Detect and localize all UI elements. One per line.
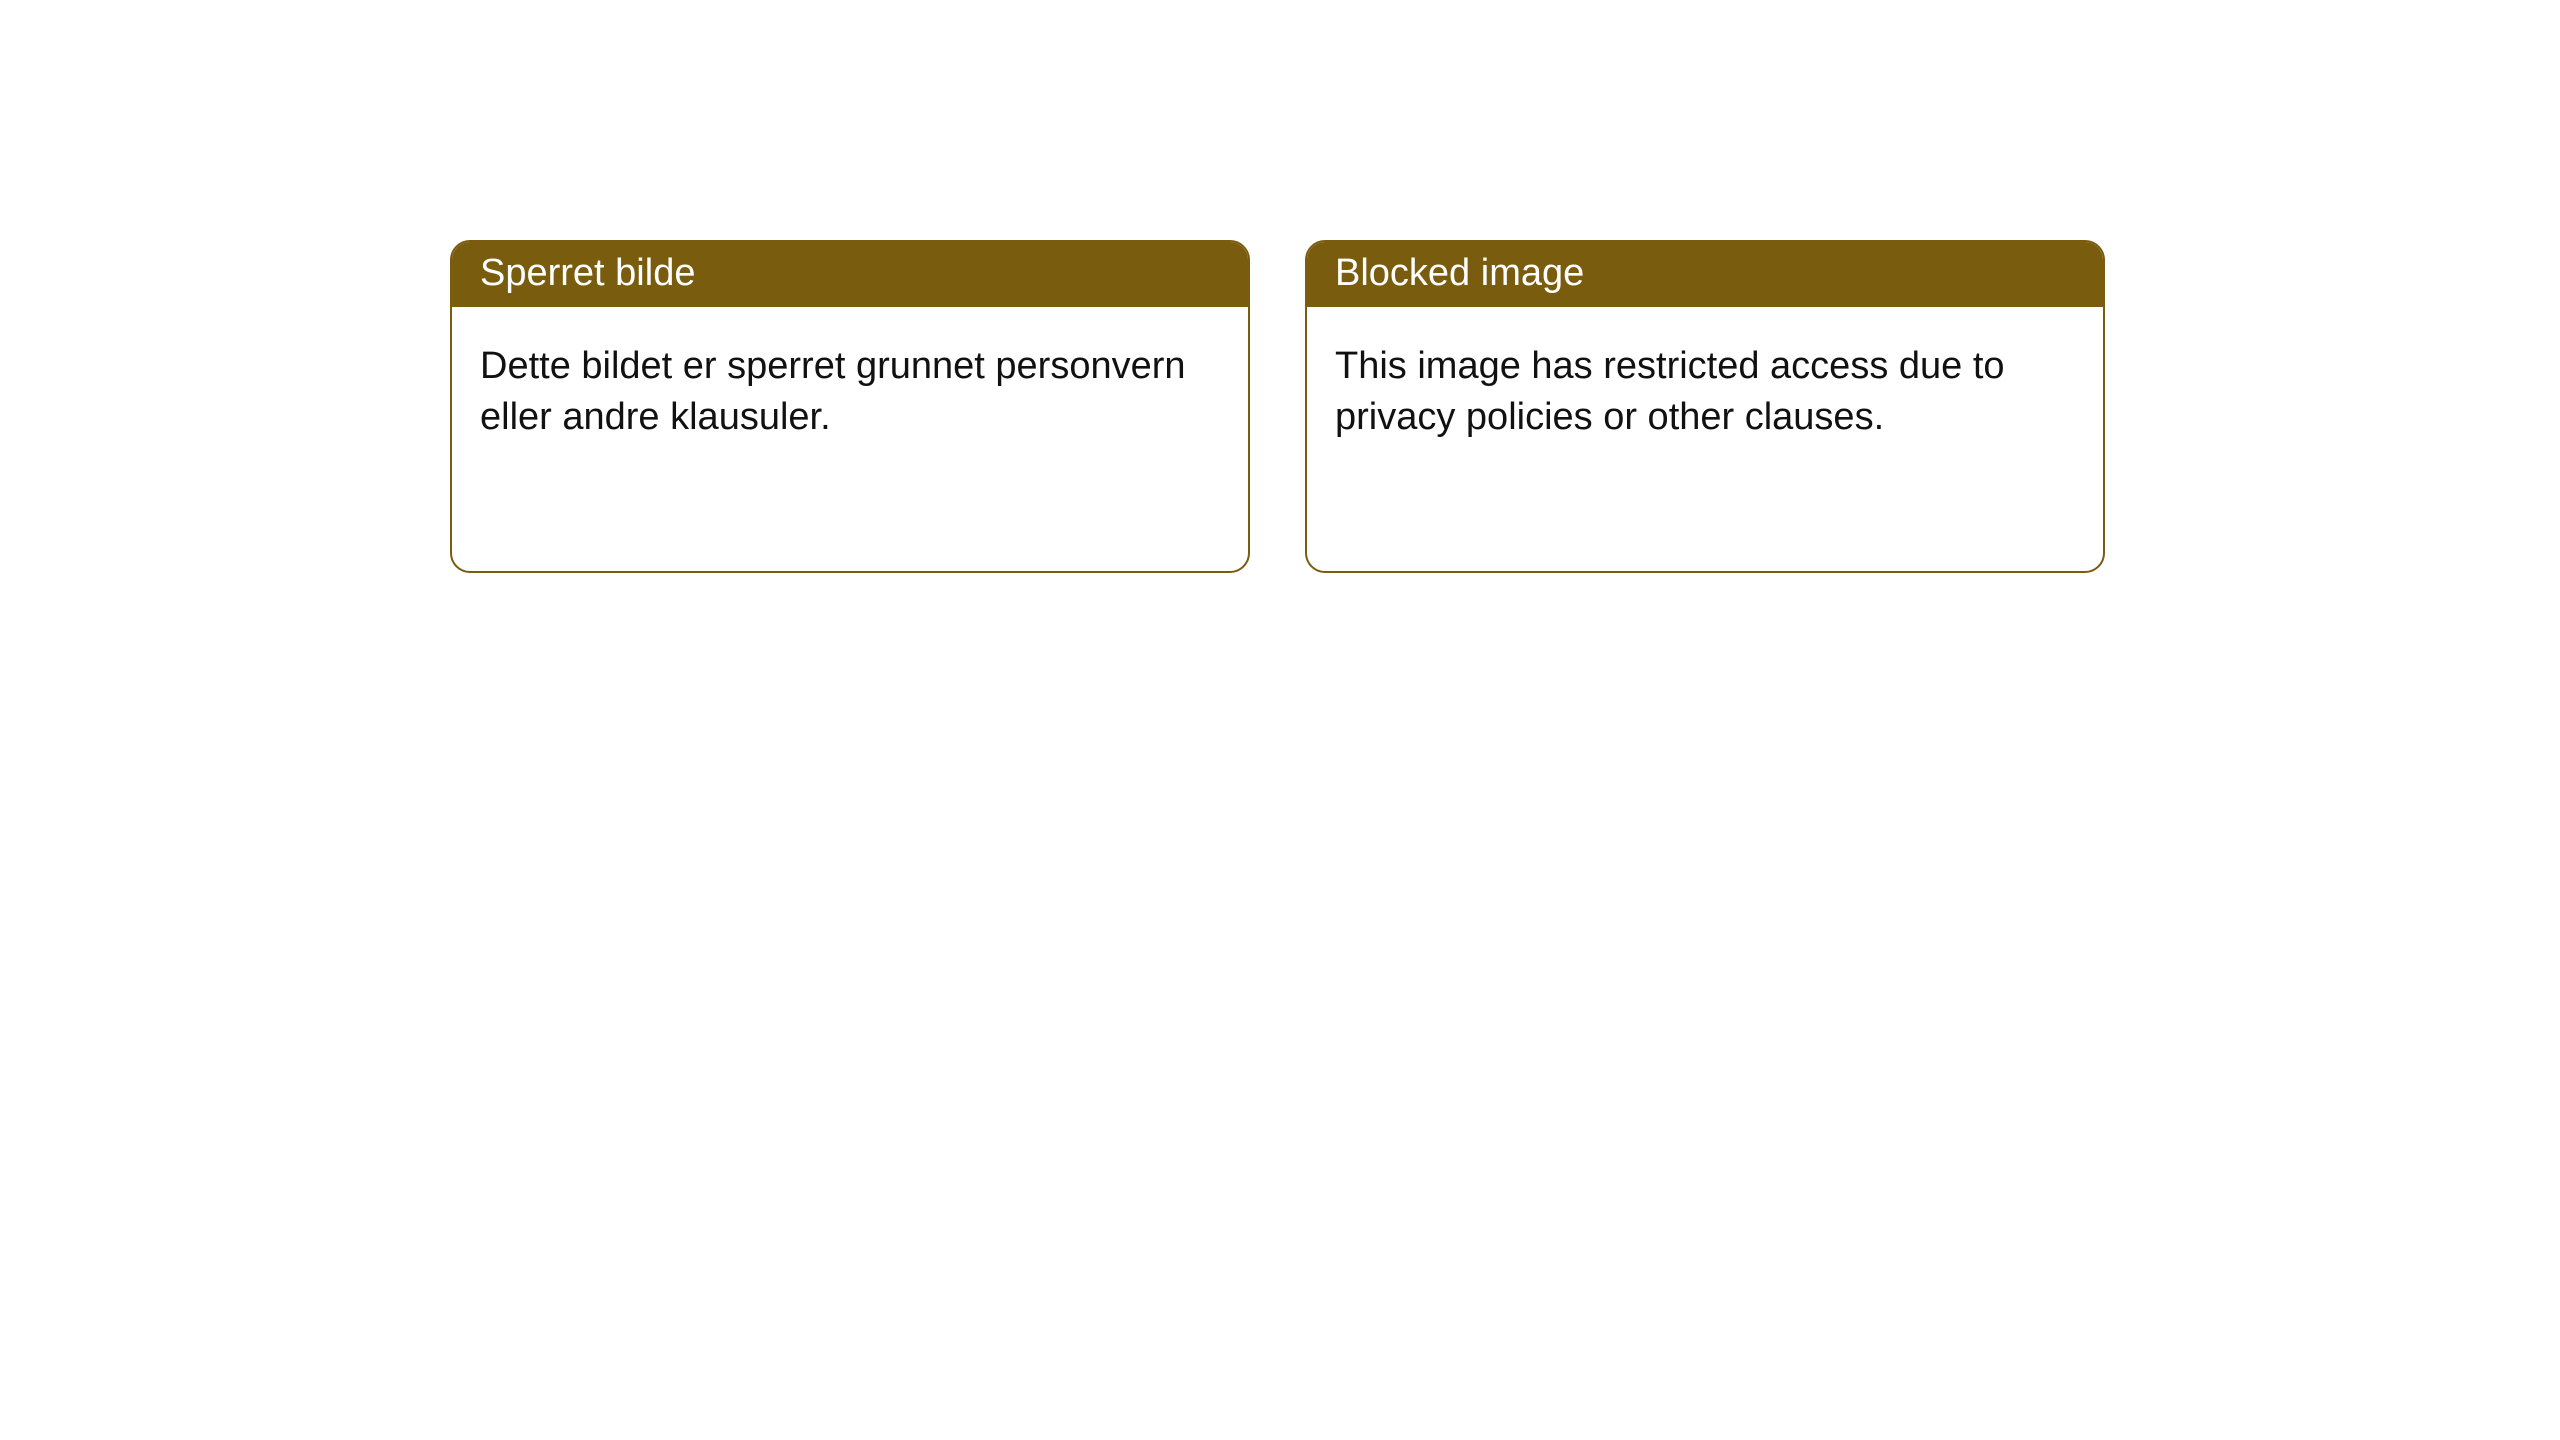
card-body: This image has restricted access due to … [1307, 307, 2103, 478]
card-container: Sperret bilde Dette bildet er sperret gr… [450, 240, 2560, 573]
card-title: Sperret bilde [480, 252, 695, 294]
card-english: Blocked image This image has restricted … [1305, 240, 2105, 573]
card-text: Dette bildet er sperret grunnet personve… [480, 345, 1186, 438]
card-norwegian: Sperret bilde Dette bildet er sperret gr… [450, 240, 1250, 573]
card-text: This image has restricted access due to … [1335, 345, 2005, 438]
card-body: Dette bildet er sperret grunnet personve… [452, 307, 1248, 478]
card-header: Sperret bilde [452, 242, 1248, 307]
card-header: Blocked image [1307, 242, 2103, 307]
card-title: Blocked image [1335, 252, 1584, 294]
